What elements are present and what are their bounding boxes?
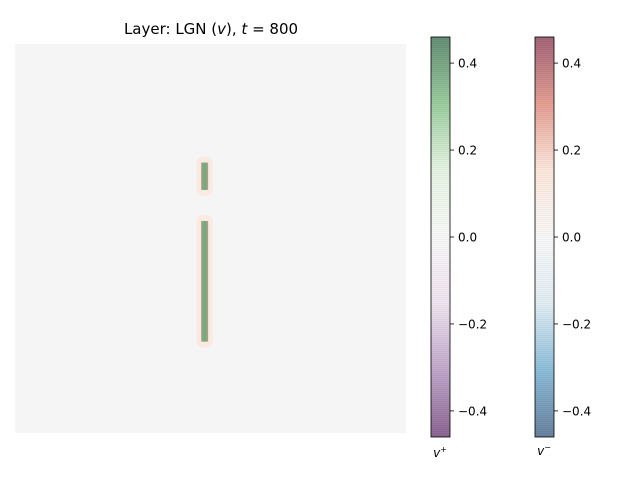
colorbar-v-plus-hatch	[431, 37, 450, 437]
colorbar-tick-label: 0.2	[562, 144, 581, 158]
colorbar-v-minus-label: v−	[537, 443, 551, 458]
colorbar-tick-label: −0.2	[562, 317, 591, 331]
lower-long-bar	[202, 220, 207, 342]
colorbar-tick-label: 0.4	[458, 57, 477, 71]
colorbar-v-plus: 0.4 0.2 0.0 −0.2 −0.4 v+	[430, 36, 487, 460]
heatmap-image	[15, 44, 406, 433]
colorbar-tick-label: 0.0	[562, 231, 581, 245]
chart-title: Layer: LGN (v), t = 800	[124, 20, 298, 38]
colorbar-tick-label: −0.2	[458, 317, 487, 331]
colorbar-tick-label: −0.4	[562, 404, 591, 418]
colorbar-tick-label: −0.4	[458, 404, 487, 418]
upper-short-bar	[202, 162, 207, 190]
colorbar-v-minus-ticks: 0.4 0.2 0.0 −0.2 −0.4	[554, 57, 591, 418]
colorbar-v-minus-hatch	[535, 37, 554, 437]
colorbar-tick-label: 0.4	[562, 57, 581, 71]
colorbar-v-minus: 0.4 0.2 0.0 −0.2 −0.4 v−	[534, 36, 591, 458]
colorbar-tick-label: 0.2	[458, 144, 477, 158]
colorbar-v-plus-ticks: 0.4 0.2 0.0 −0.2 −0.4	[450, 57, 487, 418]
colorbar-v-plus-label: v+	[433, 445, 447, 460]
colorbar-tick-label: 0.0	[458, 231, 477, 245]
